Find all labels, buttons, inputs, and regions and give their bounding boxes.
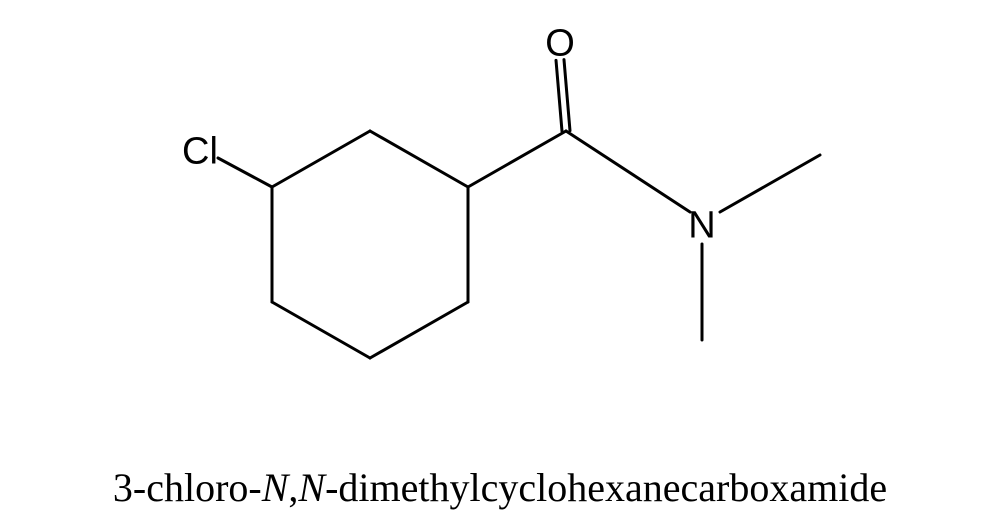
molecule-bonds — [0, 0, 1000, 527]
atom-label-o: O — [545, 23, 575, 66]
atom-label-cl: Cl — [182, 131, 218, 174]
compound-name: 3-chloro-N,N-dimethylcyclohexanecarboxam… — [0, 468, 1000, 508]
atom-label-n: N — [688, 205, 715, 248]
